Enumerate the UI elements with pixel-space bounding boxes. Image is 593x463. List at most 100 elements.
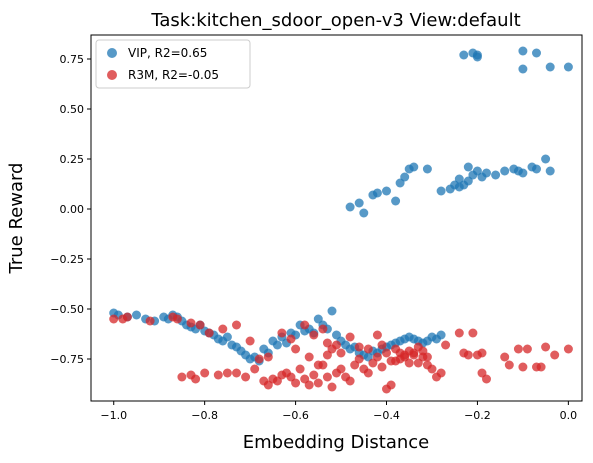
point-vip-96 [532,164,541,174]
point-vip-99 [454,182,464,192]
point-r3m-9 [218,324,228,334]
point-vip-31 [272,340,282,350]
point-r3m-48 [327,382,337,392]
chart-title: Task:kitchen_sdoor_open-v3 View:default [150,10,520,31]
point-r3m-23 [336,348,346,358]
point-r3m-94 [463,350,473,360]
legend-marker-r3m [107,70,117,80]
point-r3m-83 [391,344,401,354]
point-r3m-76 [345,332,355,342]
point-r3m-103 [518,362,528,372]
point-vip-73 [382,186,391,196]
point-r3m-19 [318,324,328,334]
point-r3m-22 [332,340,341,350]
legend: VIP, R2=0.65 R3M, R2=-0.05 [95,39,251,89]
point-r3m-44 [309,370,319,380]
point-r3m-80 [377,340,387,350]
point-r3m-16 [291,344,301,354]
point-r3m-58 [372,352,382,362]
point-r3m-90 [422,352,432,362]
point-r3m-100 [500,352,510,362]
point-r3m-41 [295,364,305,374]
x-tick-label-3: −0.4 [373,409,400,422]
point-r3m-17 [300,320,310,330]
point-vip-80 [436,186,446,196]
legend-label-vip: VIP, R2=0.65 [128,46,207,60]
y-tick-label-2: −0.25 [50,253,84,266]
point-r3m-12 [254,354,264,364]
point-r3m-73 [304,352,314,362]
point-r3m-0 [109,314,119,324]
x-axis: −1.0 −0.8 −0.6 −0.4 −0.2 0.0 [100,401,577,422]
point-r3m-61 [386,380,396,390]
point-r3m-5 [172,314,182,324]
plot-frame [90,34,583,402]
point-r3m-52 [345,376,355,386]
x-tick-label-2: −0.6 [282,409,309,422]
point-r3m-24 [177,372,187,382]
point-vip-74 [391,196,401,206]
point-r3m-102 [513,344,523,354]
x-tick-label-1: −0.8 [191,409,218,422]
point-r3m-59 [377,362,387,372]
legend-label-r3m: R3M, R2=-0.05 [128,68,219,82]
point-vip-89 [482,168,491,178]
point-r3m-56 [363,368,373,378]
point-r3m-99 [482,374,491,384]
point-r3m-47 [322,372,332,382]
y-tick-label-6: 0.75 [60,53,85,66]
point-vip-100 [463,162,473,172]
point-vip-69 [354,198,364,208]
point-r3m-81 [382,348,391,358]
point-r3m-27 [200,368,210,378]
point-r3m-7 [195,320,205,330]
point-r3m-11 [245,336,255,346]
point-vip-3 [132,310,141,320]
point-r3m-70 [427,364,437,374]
point-vip-104 [472,52,482,62]
point-r3m-43 [304,380,314,390]
point-r3m-85 [400,350,410,360]
legend-box [95,39,251,89]
point-vip-97 [541,154,551,164]
point-r3m-101 [504,360,514,370]
point-r3m-29 [222,368,232,378]
point-r3m-92 [454,328,464,338]
point-r3m-3 [145,316,155,326]
point-vip-90 [491,170,501,180]
point-vip-67 [436,330,446,340]
point-r3m-106 [536,362,546,372]
point-r3m-40 [291,378,301,388]
point-vip-109 [563,62,573,72]
point-r3m-95 [468,328,478,338]
point-vip-43 [327,306,337,316]
point-r3m-54 [354,354,364,364]
points-layer [109,46,573,394]
point-vip-68 [345,202,355,212]
y-tick-label-1: −0.50 [50,303,84,316]
point-r3m-79 [372,330,382,340]
point-r3m-6 [186,318,196,328]
point-vip-94 [518,168,528,178]
point-r3m-32 [250,364,260,374]
point-r3m-8 [204,328,214,338]
point-r3m-14 [277,328,287,338]
point-r3m-50 [336,364,346,374]
point-r3m-82 [386,356,396,366]
point-r3m-97 [477,348,487,358]
point-r3m-72 [436,368,446,378]
y-tick-label-0: −0.75 [50,353,84,366]
y-tick-label-3: 0.00 [60,203,85,216]
point-vip-106 [518,64,528,74]
point-r3m-75 [322,350,332,360]
point-vip-91 [500,166,510,176]
legend-marker-vip [107,48,117,58]
point-r3m-77 [354,342,364,352]
point-r3m-86 [404,358,414,368]
point-r3m-104 [522,344,532,354]
point-vip-70 [359,208,369,218]
point-r3m-109 [563,344,573,354]
point-vip-108 [545,62,555,72]
